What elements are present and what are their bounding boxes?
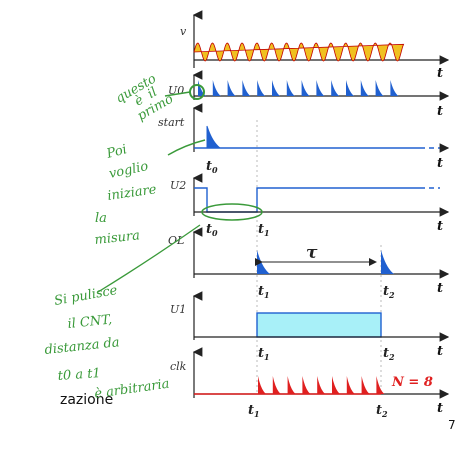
ol-pulse-t2 bbox=[381, 250, 394, 274]
handwritten-note-3: Si pulisce il CNT, distanza da t0 a t1 è… bbox=[44, 283, 171, 402]
clk-pulse bbox=[302, 376, 311, 394]
clk-pulse bbox=[332, 376, 340, 394]
axis-t-start: t bbox=[437, 156, 443, 171]
caption-fragment: zazione bbox=[60, 392, 113, 408]
clk-pulse bbox=[317, 376, 326, 394]
u0-pulse bbox=[360, 80, 369, 96]
marker-t2-c: t2 bbox=[376, 403, 388, 419]
note3-line4: t0 a t1 bbox=[57, 366, 101, 384]
note2-pointer bbox=[167, 139, 206, 156]
u0-pulse bbox=[272, 80, 280, 96]
axis-t-ol: t bbox=[437, 281, 443, 296]
axis-t-u0: t bbox=[437, 104, 443, 119]
row-start: start t t0 bbox=[158, 103, 450, 175]
u1-gate-pulse bbox=[256, 312, 382, 338]
u0-pulse bbox=[286, 80, 295, 96]
axis-t-u1: t bbox=[437, 344, 443, 359]
marker-t2-a: t2 bbox=[383, 284, 395, 300]
label-clk: clk bbox=[170, 360, 187, 373]
marker-t0-a: t0 bbox=[206, 159, 218, 175]
u0-pulse bbox=[242, 80, 251, 96]
u0-pulse bbox=[227, 80, 236, 96]
note3-line2: il CNT, bbox=[67, 312, 113, 332]
marker-t1-a: t1 bbox=[258, 222, 270, 238]
clk-pulses bbox=[258, 376, 385, 394]
row-v: v t bbox=[180, 10, 450, 81]
note3-pointer bbox=[97, 224, 201, 293]
u0-pulses bbox=[198, 80, 399, 96]
note3-line1: Si pulisce bbox=[53, 283, 119, 309]
count-label: N = 8 bbox=[391, 375, 433, 390]
axis-t-v: t bbox=[437, 66, 443, 81]
clk-pulse bbox=[258, 376, 266, 394]
time-guides bbox=[256, 120, 382, 395]
u0-pulse bbox=[301, 80, 310, 96]
row-u0: U0 t bbox=[168, 70, 450, 119]
page-number: 7 bbox=[448, 418, 456, 432]
clk-pulse bbox=[346, 376, 355, 394]
note2-line2: voglio bbox=[108, 159, 150, 182]
marker-t1-b: t1 bbox=[258, 284, 270, 300]
start-pulse bbox=[206, 125, 222, 149]
axis-t-clk: t bbox=[437, 401, 443, 416]
interval-highlight bbox=[201, 203, 263, 221]
ol-pulse-t1 bbox=[257, 250, 270, 274]
u0-pulse bbox=[390, 80, 399, 96]
tau-label: τ bbox=[306, 243, 318, 263]
note1-pointer bbox=[164, 91, 191, 97]
label-u1: U1 bbox=[170, 303, 186, 316]
u2-waveform bbox=[194, 187, 420, 213]
note2-line1: Poi bbox=[104, 142, 128, 162]
note2-line4: la bbox=[95, 211, 107, 226]
marker-t1-d: t1 bbox=[248, 403, 260, 419]
marker-t0-b: t0 bbox=[206, 222, 218, 238]
note3-line5: è arbitraria bbox=[93, 377, 170, 402]
label-u2: U2 bbox=[170, 179, 186, 192]
note2-line5: misura bbox=[94, 228, 141, 248]
label-start: start bbox=[158, 116, 185, 129]
marker-t1-c: t1 bbox=[258, 346, 270, 362]
u0-pulse bbox=[375, 80, 384, 96]
row-clk: clk N = 8 t t1 t2 bbox=[170, 347, 450, 419]
handwritten-notes: questo è il primo Poi voglio iniziare la… bbox=[44, 71, 263, 402]
axis-t-u2: t bbox=[437, 219, 443, 234]
note3-line3: distanza da bbox=[44, 335, 120, 358]
u0-pulse bbox=[346, 80, 354, 96]
marker-t2-b: t2 bbox=[383, 346, 395, 362]
note2-line3: iniziare bbox=[106, 182, 157, 204]
clk-pulse bbox=[272, 376, 281, 394]
clk-pulse bbox=[287, 376, 296, 394]
u0-pulse bbox=[331, 80, 340, 96]
sine-wave bbox=[193, 42, 405, 62]
row-ol: τ OL t t1 t2 bbox=[168, 227, 450, 300]
handwritten-note-2: Poi voglio iniziare la misura bbox=[94, 142, 158, 248]
clk-pulse bbox=[361, 376, 370, 394]
u0-pulse bbox=[257, 80, 266, 96]
clk-pulse bbox=[376, 376, 385, 394]
u0-pulse bbox=[198, 80, 206, 96]
row-u1: U1 t t1 t2 bbox=[170, 291, 450, 362]
row-u2: U2 t t0 t1 bbox=[170, 173, 450, 238]
u0-pulse bbox=[316, 80, 325, 96]
label-v: v bbox=[180, 25, 187, 38]
u0-pulse bbox=[212, 80, 221, 96]
